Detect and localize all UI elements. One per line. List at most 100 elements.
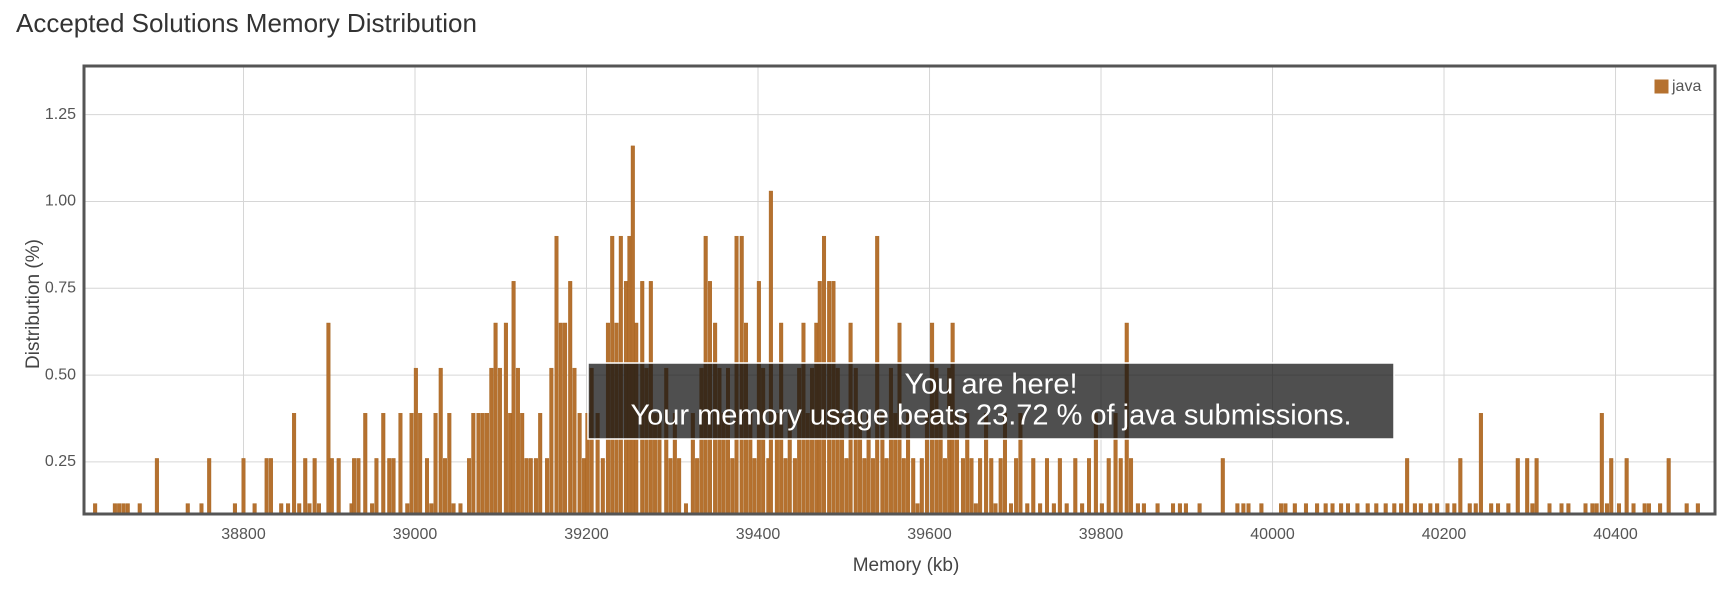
bar bbox=[1604, 503, 1609, 515]
bar bbox=[413, 367, 418, 515]
bar bbox=[1106, 458, 1111, 515]
bar bbox=[387, 458, 392, 515]
bar bbox=[117, 503, 122, 515]
legend-label: java bbox=[1671, 78, 1701, 95]
bar bbox=[451, 503, 456, 515]
bar bbox=[405, 503, 410, 515]
bar bbox=[1064, 503, 1069, 515]
bar bbox=[307, 503, 312, 515]
bar bbox=[374, 458, 379, 515]
bar bbox=[1155, 503, 1160, 515]
bar bbox=[1412, 503, 1417, 515]
chart-title: Accepted Solutions Memory Distribution bbox=[16, 8, 477, 38]
bar bbox=[1435, 503, 1440, 515]
bar bbox=[533, 458, 538, 515]
bar bbox=[1355, 503, 1360, 515]
bar bbox=[844, 458, 849, 515]
x-tick-label: 39600 bbox=[907, 526, 952, 543]
y-tick-label: 1.25 bbox=[45, 106, 76, 123]
bar bbox=[1038, 503, 1043, 515]
bar bbox=[524, 458, 529, 515]
bar bbox=[476, 413, 481, 515]
bar bbox=[1087, 458, 1092, 515]
bar bbox=[1171, 503, 1176, 515]
bar bbox=[1583, 503, 1588, 515]
bar bbox=[1141, 503, 1146, 515]
bar bbox=[1183, 503, 1188, 515]
bar bbox=[503, 322, 508, 515]
bar bbox=[1473, 503, 1478, 515]
plot-frame bbox=[82, 64, 1717, 516]
bar bbox=[1220, 458, 1225, 515]
x-tick-label: 40200 bbox=[1422, 526, 1467, 543]
bar bbox=[1118, 458, 1123, 515]
bar bbox=[1383, 503, 1388, 515]
bar bbox=[1177, 503, 1182, 515]
bar bbox=[911, 458, 916, 515]
bar bbox=[581, 458, 586, 515]
bar bbox=[336, 458, 341, 515]
bar bbox=[1073, 458, 1078, 515]
bar bbox=[312, 458, 317, 515]
bar bbox=[783, 458, 788, 515]
bar bbox=[398, 413, 403, 515]
bar bbox=[683, 503, 688, 515]
bar bbox=[1080, 503, 1085, 515]
bar bbox=[93, 503, 98, 515]
bar bbox=[1489, 503, 1494, 515]
bar bbox=[1642, 503, 1647, 515]
bar bbox=[752, 458, 757, 515]
bar bbox=[326, 322, 331, 515]
bar bbox=[1624, 458, 1629, 515]
bar bbox=[568, 281, 573, 515]
bar bbox=[1547, 503, 1552, 515]
x-tick-label: 38800 bbox=[221, 526, 266, 543]
bar bbox=[1467, 503, 1472, 515]
bar bbox=[1496, 503, 1501, 515]
x-axis-label: Memory (kb) bbox=[853, 555, 960, 576]
bar bbox=[303, 458, 308, 515]
bar bbox=[329, 458, 334, 515]
bar bbox=[1534, 458, 1539, 515]
bar bbox=[989, 458, 994, 515]
bar bbox=[279, 503, 284, 515]
bar bbox=[185, 503, 190, 515]
bar bbox=[493, 322, 498, 515]
bars bbox=[93, 145, 1700, 515]
tooltip-line: Your memory usage beats 23.72 % of java … bbox=[630, 400, 1351, 432]
bar bbox=[1452, 503, 1457, 515]
bar bbox=[630, 145, 635, 515]
bar bbox=[1323, 503, 1328, 515]
bar bbox=[352, 458, 357, 515]
bar bbox=[1631, 503, 1636, 515]
bar bbox=[998, 458, 1003, 515]
bar bbox=[1478, 413, 1483, 515]
bar bbox=[447, 413, 452, 515]
bar bbox=[862, 458, 867, 515]
bar bbox=[418, 413, 423, 515]
bar bbox=[1695, 503, 1700, 515]
bar bbox=[286, 503, 291, 515]
bar bbox=[1525, 458, 1530, 515]
y-tick-label: 1.00 bbox=[45, 193, 76, 210]
bar bbox=[356, 458, 361, 515]
bar bbox=[730, 458, 735, 515]
bar bbox=[433, 413, 438, 515]
bar bbox=[1259, 503, 1264, 515]
x-tick-label: 40000 bbox=[1250, 526, 1295, 543]
bar bbox=[1292, 503, 1297, 515]
bar bbox=[978, 458, 983, 515]
y-axis-label: Distribution (%) bbox=[23, 239, 44, 369]
bar bbox=[1530, 503, 1535, 515]
bar bbox=[381, 413, 386, 515]
x-tick-label: 39000 bbox=[393, 526, 438, 543]
bar bbox=[554, 235, 559, 515]
bar bbox=[252, 503, 257, 515]
bar bbox=[792, 458, 797, 515]
bar bbox=[429, 503, 434, 515]
bar bbox=[1458, 458, 1463, 515]
bar bbox=[1405, 458, 1410, 515]
bar bbox=[1399, 503, 1404, 515]
x-tick-label: 39400 bbox=[736, 526, 781, 543]
bar bbox=[471, 413, 476, 515]
